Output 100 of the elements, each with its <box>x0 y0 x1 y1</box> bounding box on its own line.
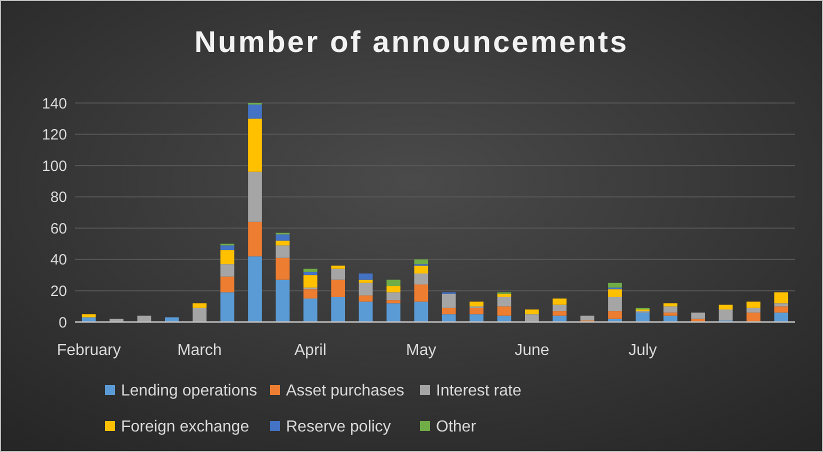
bar <box>276 280 290 322</box>
bar <box>608 311 622 319</box>
bar <box>220 264 234 277</box>
y-tick-label: 20 <box>50 282 67 300</box>
x-tick-label: May <box>406 342 436 359</box>
x-tick-label: June <box>514 342 550 359</box>
bar <box>248 118 262 172</box>
bar <box>774 303 788 306</box>
bar <box>746 308 760 313</box>
bar <box>248 104 262 119</box>
bar <box>442 294 456 308</box>
bar <box>663 316 678 322</box>
bar <box>276 240 290 246</box>
bar <box>552 304 567 312</box>
bar <box>303 289 318 299</box>
bar <box>386 280 400 286</box>
bar <box>386 303 400 322</box>
y-tick-label: 140 <box>42 95 67 112</box>
bar <box>497 306 512 316</box>
bar <box>358 302 373 322</box>
bar <box>774 312 788 322</box>
bar <box>303 298 318 322</box>
bar <box>470 302 484 306</box>
bar <box>525 314 539 322</box>
bar <box>303 272 318 276</box>
legend-label: Interest rate <box>436 382 522 400</box>
bar <box>331 280 345 297</box>
legend-label: Reserve policy <box>286 418 391 436</box>
bar <box>220 276 234 292</box>
y-tick-label: 100 <box>42 158 67 175</box>
bar <box>552 311 567 316</box>
bar <box>470 308 484 314</box>
bar <box>497 294 512 297</box>
bar <box>414 274 428 284</box>
bar <box>192 308 207 322</box>
bar <box>718 309 733 320</box>
bar <box>414 259 428 264</box>
bar <box>774 292 788 304</box>
bar <box>358 282 373 296</box>
bar <box>220 245 234 250</box>
bar <box>497 316 512 322</box>
bar <box>303 268 318 272</box>
bar <box>552 316 567 322</box>
bar <box>220 292 234 322</box>
y-tick-label: 40 <box>50 252 67 269</box>
bar <box>608 289 622 297</box>
bar <box>746 302 760 308</box>
bar <box>248 222 262 256</box>
legend-label: Asset purchases <box>286 382 404 400</box>
bar <box>608 282 622 288</box>
bar <box>137 316 152 322</box>
y-tick-label: 0 <box>58 314 67 332</box>
bar <box>276 245 290 258</box>
bar <box>386 300 400 304</box>
bar <box>220 250 234 264</box>
bar <box>608 296 622 312</box>
bar <box>303 275 318 288</box>
bar <box>82 314 96 318</box>
bar <box>358 295 373 302</box>
bar <box>691 312 705 319</box>
legend-label: Foreign exchange <box>121 418 250 436</box>
bar <box>248 172 262 222</box>
bar <box>331 268 345 280</box>
bar <box>525 309 539 314</box>
bar <box>358 280 373 283</box>
bar <box>718 304 733 310</box>
bar <box>414 302 428 322</box>
bar <box>774 306 788 313</box>
bar <box>386 286 400 292</box>
bar <box>276 258 290 280</box>
bar <box>414 284 428 302</box>
chart-title: Number of announcements <box>194 26 629 59</box>
bar <box>636 312 650 322</box>
y-tick-label: 60 <box>50 220 67 238</box>
bar <box>442 308 456 314</box>
bar <box>358 274 373 280</box>
bar <box>192 303 207 308</box>
bar <box>663 312 678 316</box>
y-tick-label: 120 <box>42 126 67 144</box>
bar <box>497 296 512 306</box>
bar <box>276 234 290 241</box>
bar <box>248 256 262 322</box>
y-tick-label: 80 <box>50 189 67 206</box>
bar <box>470 314 484 322</box>
legend-label: Lending operations <box>121 382 258 400</box>
legend-label: Other <box>436 418 477 436</box>
bar <box>580 316 594 320</box>
bar <box>663 303 678 306</box>
bar <box>331 266 345 269</box>
x-tick-label: March <box>177 342 222 359</box>
bar <box>331 296 345 322</box>
bar <box>663 306 678 313</box>
x-tick-label: July <box>628 342 657 359</box>
bar <box>746 312 760 322</box>
bar <box>442 314 456 322</box>
bar <box>386 292 400 300</box>
bar <box>552 298 567 305</box>
x-tick-label: April <box>294 342 326 359</box>
bar <box>414 266 428 274</box>
x-tick-label: February <box>56 342 121 359</box>
